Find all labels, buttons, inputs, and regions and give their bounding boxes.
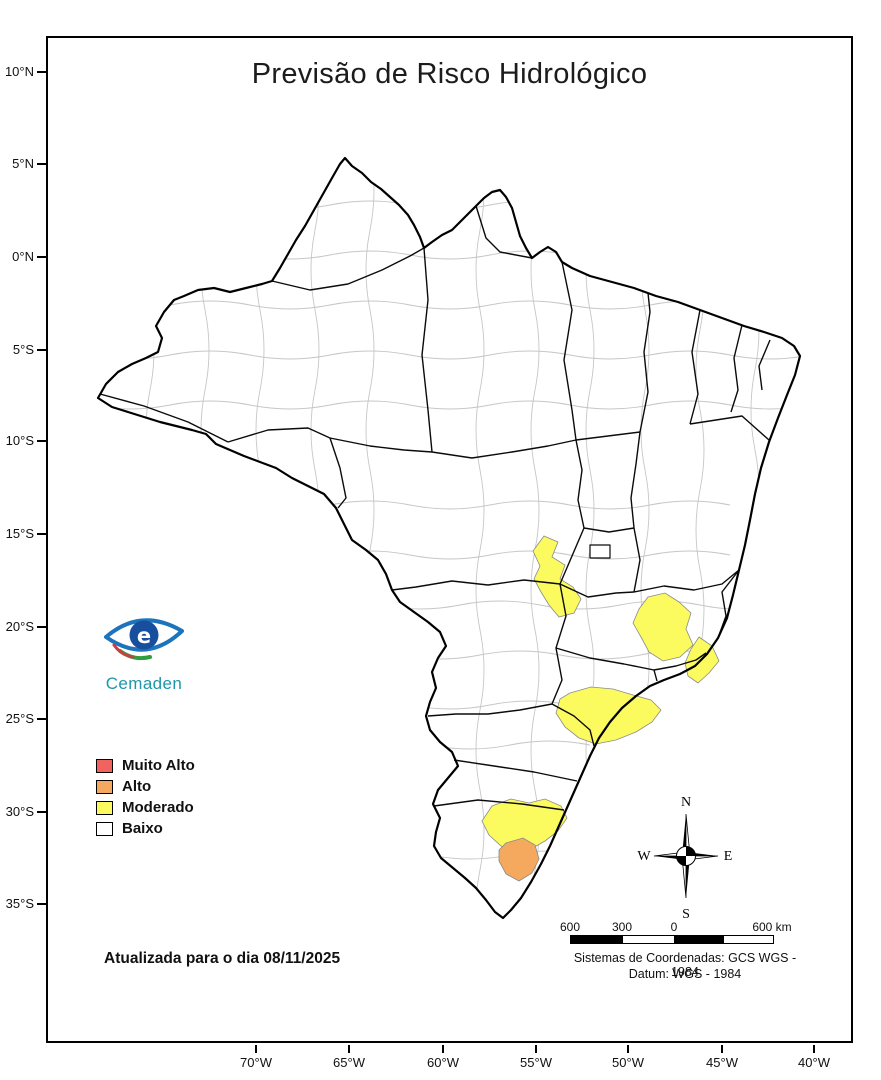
compass-w: W — [637, 849, 651, 864]
logo-monogram: e — [137, 624, 151, 648]
lon-label: 45°W — [706, 1055, 738, 1070]
legend-label: Baixo — [122, 820, 163, 837]
lon-label: 60°W — [427, 1055, 459, 1070]
scale-label: 300 — [612, 920, 633, 934]
scale-bar-segment — [571, 936, 623, 943]
lat-tick — [37, 349, 46, 351]
datum-note: Datum: WGS - 1984 — [628, 967, 742, 981]
lat-label: 15°S — [5, 526, 34, 541]
compass-e: E — [724, 849, 733, 864]
risk-area-moderado-sul — [481, 798, 568, 854]
compass-n: N — [681, 795, 691, 810]
risk-legend: Muito Alto Alto Moderado Baixo — [96, 755, 195, 839]
scale-bar-segment — [675, 936, 724, 943]
lat-tick — [37, 811, 46, 813]
lon-tick — [442, 1045, 444, 1053]
df-outline — [589, 544, 611, 559]
lon-tick — [535, 1045, 537, 1053]
legend-label: Moderado — [122, 799, 194, 816]
lon-label: 70°W — [240, 1055, 272, 1070]
lon-label: 55°W — [520, 1055, 552, 1070]
lon-label: 40°W — [798, 1055, 830, 1070]
lat-label: 5°S — [12, 342, 34, 357]
update-date-note: Atualizada para o dia 08/11/2025 — [104, 950, 341, 967]
legend-swatch-muito-alto — [96, 758, 113, 773]
scale-label: 600 km — [752, 920, 792, 934]
lat-tick — [37, 533, 46, 535]
lat-label: 0°N — [12, 249, 34, 264]
cemaden-logo: e Cemaden — [90, 604, 198, 694]
state-borders — [99, 205, 771, 811]
lat-tick — [37, 440, 46, 442]
lon-label: 50°W — [612, 1055, 644, 1070]
risk-area-moderado-leste-mg — [632, 592, 694, 662]
risk-area-alto-rs — [498, 837, 540, 882]
legend-item-alto: Alto — [96, 776, 195, 797]
lat-tick — [37, 626, 46, 628]
lat-label: 30°S — [5, 804, 34, 819]
lat-tick — [37, 163, 46, 165]
map-title: Previsão de Risco Hidrológico — [251, 58, 648, 90]
lat-tick — [37, 903, 46, 905]
lon-tick — [255, 1045, 257, 1053]
lat-label: 25°S — [5, 711, 34, 726]
compass-s: S — [682, 907, 690, 922]
lon-tick — [348, 1045, 350, 1053]
risk-area-moderado-centro — [532, 535, 582, 618]
legend-label: Muito Alto — [122, 757, 195, 774]
lat-label: 35°S — [5, 896, 34, 911]
scale-bar-block: 600 300 0 600 km Sistemas de Coordenadas… — [560, 920, 810, 992]
scale-label: 600 — [560, 920, 581, 934]
lon-tick — [813, 1045, 815, 1053]
legend-item-moderado: Moderado — [96, 797, 195, 818]
lat-tick — [37, 71, 46, 73]
legend-item-muito-alto: Muito Alto — [96, 755, 195, 776]
lat-tick — [37, 256, 46, 258]
legend-swatch-alto — [96, 779, 113, 794]
lat-label: 10°S — [5, 433, 34, 448]
risk-area-moderado-sp — [555, 686, 662, 745]
legend-swatch-baixo — [96, 821, 113, 836]
legend-label: Alto — [122, 778, 152, 795]
lon-tick — [721, 1045, 723, 1053]
lon-label: 65°W — [333, 1055, 365, 1070]
cemaden-wordmark: Cemaden — [105, 674, 183, 693]
cemaden-eye-icon: e — [104, 618, 184, 661]
lat-label: 5°N — [12, 156, 34, 171]
lon-tick — [627, 1045, 629, 1053]
scale-bar-segment — [724, 936, 773, 943]
lat-tick — [37, 718, 46, 720]
scale-bar-segment — [623, 936, 675, 943]
coordinate-system-note: Sistemas de Coordenadas: GCS WGS - 1984 — [573, 951, 797, 979]
lat-label: 20°S — [5, 619, 34, 634]
scale-label: 0 — [670, 920, 678, 934]
lat-label: 10°N — [4, 64, 34, 79]
compass-rose-icon: N E S W — [637, 795, 733, 922]
legend-item-baixo: Baixo — [96, 818, 195, 839]
legend-swatch-moderado — [96, 800, 113, 815]
scale-bar — [570, 935, 774, 944]
